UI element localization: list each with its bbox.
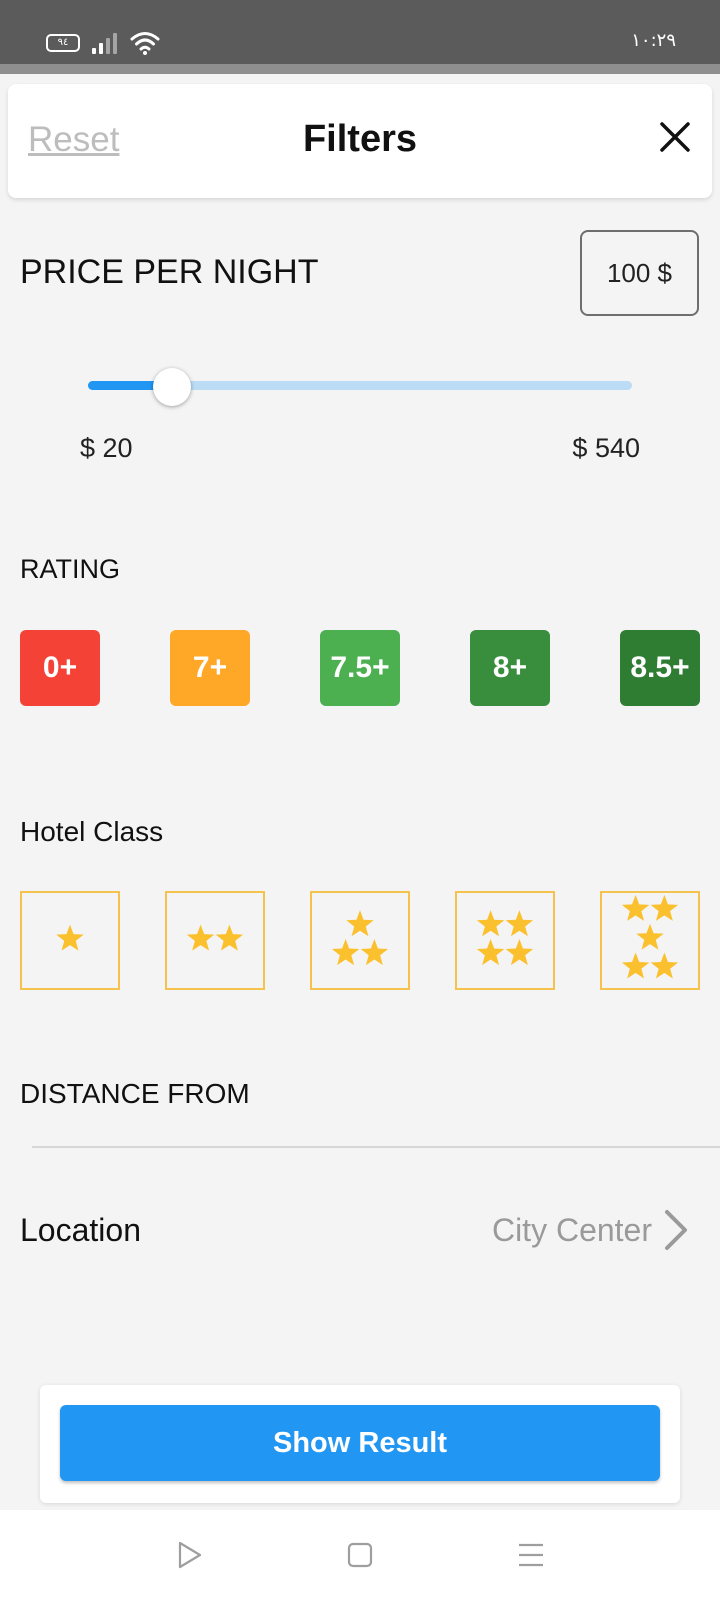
show-result-button[interactable]: Show Result [60, 1405, 660, 1481]
slider-track [88, 381, 632, 390]
status-divider [0, 64, 720, 74]
battery-icon: ٩٤ [46, 34, 80, 52]
hotel-class-options [20, 891, 700, 990]
hotel-class-title: Hotel Class [20, 816, 164, 847]
star-icon [476, 939, 505, 966]
star-rating-icon [476, 910, 534, 966]
slider-thumb[interactable] [153, 368, 191, 406]
price-section-title: PRICE PER NIGHT [20, 253, 319, 291]
price-value-box: 100 $ [580, 230, 699, 316]
hotel-class-option[interactable] [165, 891, 265, 990]
star-rating-icon [56, 924, 84, 951]
star-icon [331, 939, 360, 966]
action-footer: Show Result [40, 1385, 680, 1503]
wifi-icon [130, 32, 160, 55]
price-slider[interactable] [88, 368, 632, 406]
location-row[interactable]: Location City Center [0, 1200, 720, 1264]
hotel-class-option[interactable] [20, 891, 120, 990]
star-rating-icon [331, 910, 389, 966]
battery-level: ٩٤ [57, 37, 69, 48]
star-icon [505, 910, 534, 937]
rating-chip[interactable]: 8.5+ [620, 630, 700, 706]
rating-chip[interactable]: 8+ [470, 630, 550, 706]
rating-section-title: RATING [20, 554, 120, 584]
reset-button[interactable]: Reset [28, 120, 120, 159]
status-bar: ٩٤ ١٠:٢٩ [0, 0, 720, 64]
hotel-class-option[interactable] [310, 891, 410, 990]
star-rating-icon [621, 894, 679, 979]
rating-options: 0+ 7+ 7.5+ 8+ 8.5+ [20, 630, 700, 706]
rating-chip[interactable]: 7.5+ [320, 630, 400, 706]
price-max-label: $ 540 [572, 433, 640, 463]
rating-chip[interactable]: 0+ [20, 630, 100, 706]
star-icon [650, 894, 679, 921]
star-icon [621, 894, 650, 921]
triangle-back-icon[interactable] [172, 1538, 206, 1572]
divider [32, 1146, 720, 1148]
star-icon [360, 939, 389, 966]
star-icon [476, 910, 505, 937]
status-clock: ١٠:٢٩ [631, 30, 676, 51]
distance-section-title: DISTANCE FROM [20, 1078, 250, 1109]
star-icon [636, 923, 664, 950]
system-nav-bar [0, 1510, 720, 1600]
star-rating-icon [186, 924, 244, 951]
price-min-label: $ 20 [80, 433, 133, 463]
star-icon [621, 952, 650, 979]
star-icon [186, 924, 215, 951]
location-value: City Center [491, 1212, 652, 1248]
filters-header: Reset Filters [8, 84, 712, 198]
star-icon [505, 939, 534, 966]
square-home-icon[interactable] [343, 1538, 377, 1572]
star-icon [56, 924, 84, 951]
star-icon [650, 952, 679, 979]
slider-fill [88, 381, 172, 390]
hotel-class-option[interactable] [600, 891, 700, 990]
location-label: Location [20, 1212, 141, 1248]
close-icon[interactable] [658, 120, 692, 154]
rating-chip[interactable]: 7+ [170, 630, 250, 706]
star-icon [346, 910, 374, 937]
star-icon [215, 924, 244, 951]
page-title: Filters [302, 118, 418, 160]
chevron-right-icon [665, 1210, 687, 1250]
hotel-class-option[interactable] [455, 891, 555, 990]
signal-icon [92, 32, 118, 54]
menu-lines-icon[interactable] [514, 1538, 548, 1572]
